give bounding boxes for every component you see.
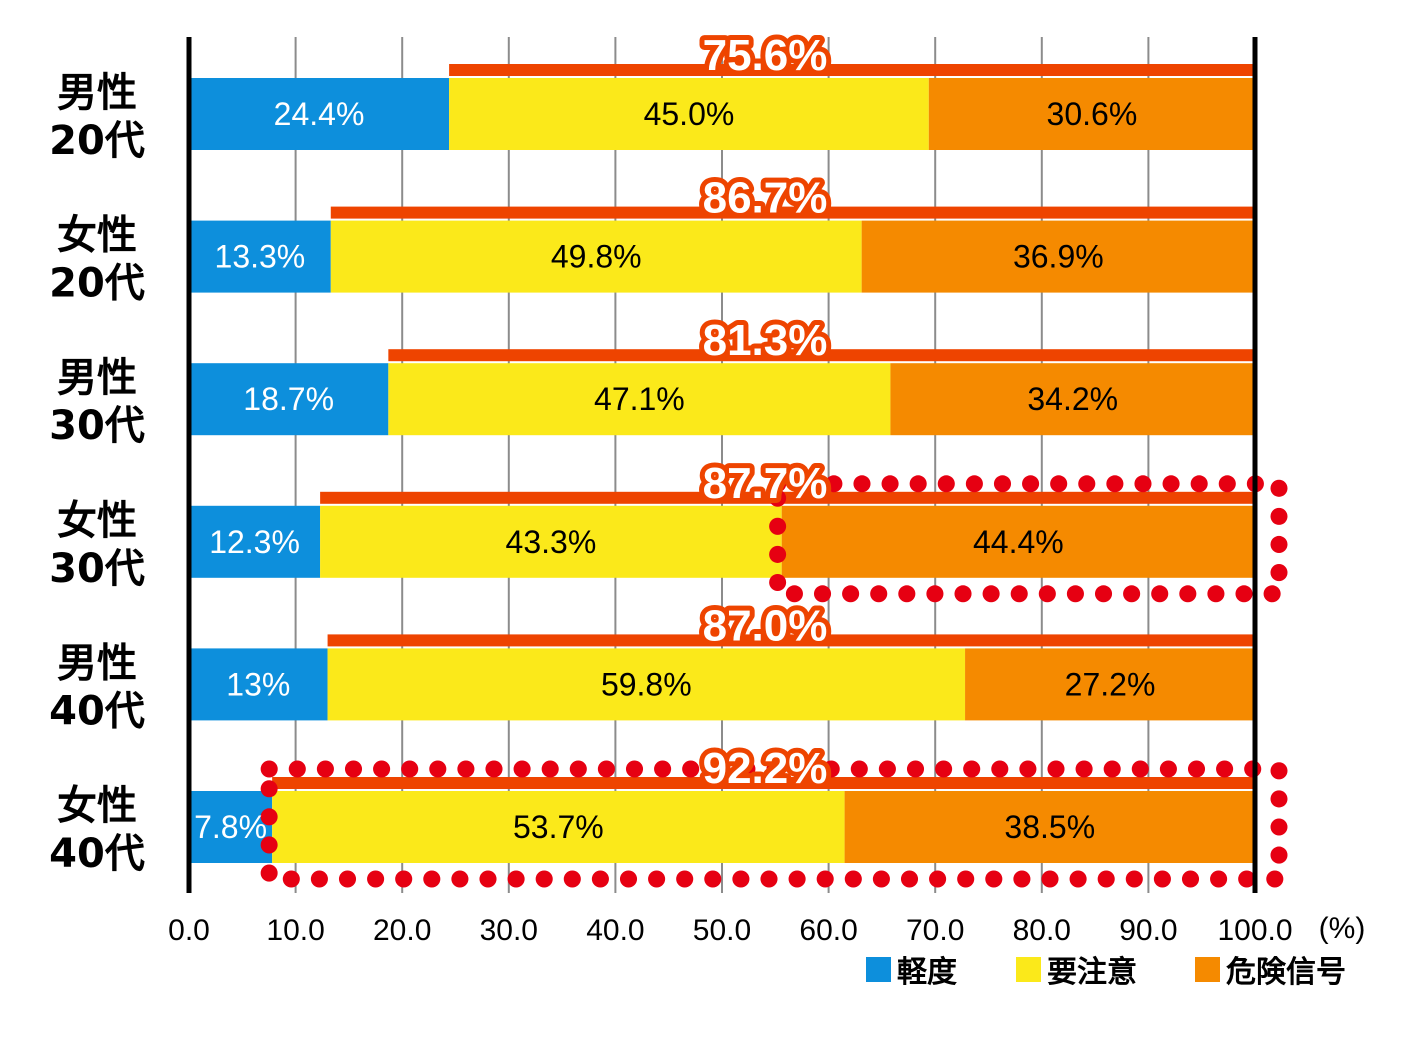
legend-label: 要注意 xyxy=(1047,955,1137,990)
bar-segment xyxy=(189,791,273,863)
bar-value-label: 49.8% xyxy=(551,239,642,275)
bar-value-label: 59.8% xyxy=(601,666,692,702)
total-value-label: 81.3% xyxy=(703,316,828,365)
legend-label: 危険信号 xyxy=(1226,955,1346,990)
bar-segment xyxy=(388,363,891,436)
bar-value-label: 43.3% xyxy=(506,524,597,560)
category-label-line1: 女性 xyxy=(57,213,137,259)
bar-value-label: 47.1% xyxy=(594,381,685,417)
x-tick-label: 80.0 xyxy=(1013,914,1071,947)
category-label-line1: 男性 xyxy=(57,640,137,686)
bar-value-label: 30.6% xyxy=(1047,96,1138,132)
bar-value-label: 13% xyxy=(226,666,290,702)
x-tick-label: 50.0 xyxy=(693,914,751,947)
bar-value-label: 18.7% xyxy=(243,381,334,417)
bar-segment xyxy=(844,791,1255,863)
total-bar xyxy=(327,634,1256,647)
legend-label: 軽度 xyxy=(897,955,957,990)
category-label-line1: 男性 xyxy=(57,70,137,116)
x-tick-label: 100.0 xyxy=(1217,914,1292,947)
axes: 0.0 10.0 20.0 30.0 40.0 50.0 60.0 70.0 80.0 90.0 1… xyxy=(168,37,1365,947)
bar-segment xyxy=(272,791,845,863)
total-bar xyxy=(272,777,1255,789)
legend-swatch xyxy=(1195,957,1220,982)
x-tick-label: 20.0 xyxy=(373,914,431,947)
x-tick-label: 40.0 xyxy=(586,914,644,947)
bar-value-label: 44.4% xyxy=(973,524,1064,560)
bar-segment xyxy=(189,78,450,150)
x-tick-label: 90.0 xyxy=(1119,914,1177,947)
category-label-line1: 女性 xyxy=(57,783,137,829)
category-label-line2: 20代 xyxy=(49,118,145,164)
bar-segment xyxy=(189,648,328,721)
bar-segment xyxy=(781,505,1255,578)
bar-segment xyxy=(861,220,1255,293)
category-label-line2: 20代 xyxy=(49,261,145,307)
bar-value-label: 12.3% xyxy=(209,524,300,560)
category-label-line2: 30代 xyxy=(49,546,145,592)
bar-value-label: 45.0% xyxy=(644,96,735,132)
total-bar xyxy=(330,206,1255,219)
bar-segment xyxy=(327,648,966,721)
bar-value-label: 24.4% xyxy=(274,96,365,132)
x-tick-label: 60.0 xyxy=(799,914,857,947)
bar-segment xyxy=(449,78,929,150)
x-tick-label: 10.0 xyxy=(266,914,324,947)
legend-swatch xyxy=(1016,957,1041,982)
highlight-frame xyxy=(769,475,1288,603)
x-tick-label: 30.0 xyxy=(480,914,538,947)
bar-value-label: 34.2% xyxy=(1027,381,1118,417)
bar-segment xyxy=(189,505,321,578)
bar-segment xyxy=(965,648,1255,721)
total-bar xyxy=(388,349,1255,362)
gridlines xyxy=(294,37,1150,893)
total-value-label: 87.7% xyxy=(703,459,828,508)
bar-value-label: 13.3% xyxy=(215,239,306,275)
bar-value-label: 36.9% xyxy=(1013,239,1104,275)
category-label-line2: 30代 xyxy=(49,403,145,449)
total-bar xyxy=(449,64,1255,76)
bar-segment xyxy=(320,505,782,578)
bar-value-label: 38.5% xyxy=(1004,809,1095,845)
bar-value-label: 7.8% xyxy=(194,809,267,845)
total-value-label: 75.6% xyxy=(703,31,828,80)
x-unit-label: (%) xyxy=(1319,912,1366,945)
bar-segment xyxy=(330,220,862,293)
x-tick-label: 0.0 xyxy=(168,914,210,947)
total-value-label: 87.0% xyxy=(703,601,828,650)
category-label-line1: 男性 xyxy=(57,355,137,401)
bar-value-label: 53.7% xyxy=(513,809,604,845)
legend: 軽度 要注意 危険信号 xyxy=(866,955,1346,990)
bar-segment xyxy=(890,363,1255,436)
x-tick-label: 70.0 xyxy=(906,914,964,947)
category-label-line2: 40代 xyxy=(49,688,145,734)
legend-swatch xyxy=(866,957,891,982)
total-bar xyxy=(320,491,1255,504)
bars xyxy=(189,64,1256,863)
bar-segment xyxy=(189,220,331,293)
highlight-frame xyxy=(260,760,1288,888)
bar-value-label: 27.2% xyxy=(1065,666,1156,702)
bar-segment xyxy=(928,78,1255,150)
highlight-frames xyxy=(260,475,1288,888)
bar-segment xyxy=(189,363,389,436)
category-label-line1: 女性 xyxy=(57,498,137,544)
total-value-label: 86.7% xyxy=(703,174,828,223)
category-label-line2: 40代 xyxy=(49,831,145,877)
total-value-label: 92.2% xyxy=(703,744,828,793)
